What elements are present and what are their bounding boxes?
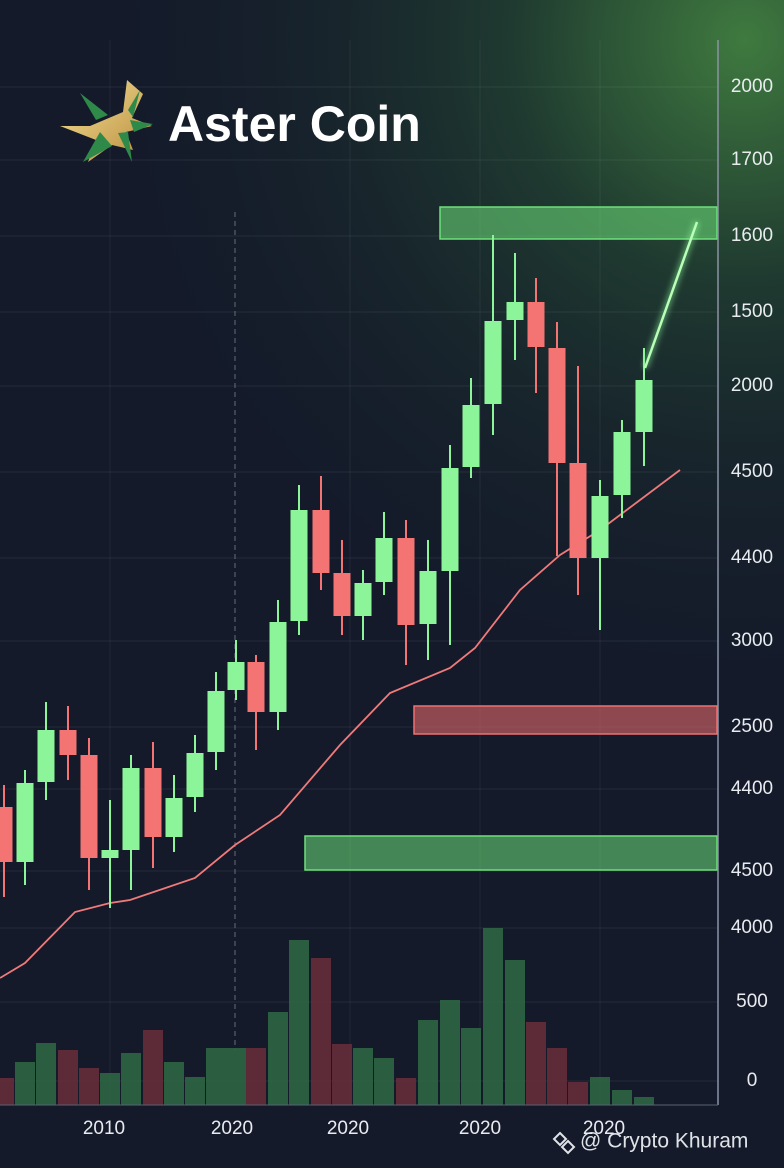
x-tick-label: 2020 (583, 1118, 625, 1139)
y-tick-label: 4500 (731, 860, 773, 881)
logo (60, 80, 153, 162)
volume-bar (143, 1030, 163, 1105)
x-tick-label: 2020 (327, 1118, 369, 1139)
volume-bar (505, 960, 525, 1105)
volume-bar (268, 1012, 288, 1105)
candle-body (59, 730, 77, 755)
plot (0, 206, 718, 1105)
candle-body (269, 622, 287, 712)
y-tick-label: 4500 (731, 461, 773, 482)
volume-bar (226, 1048, 246, 1105)
candle-body (122, 768, 140, 850)
candle-body (506, 302, 524, 320)
watermark-text: @ Crypto Khuram (580, 1130, 748, 1153)
watermark: @ Crypto Khuram (552, 1130, 748, 1155)
volume-bar (206, 1048, 226, 1105)
volume-bar (461, 1028, 481, 1105)
candle-body (101, 850, 119, 858)
trend-line (643, 221, 699, 369)
candle-body (0, 807, 13, 862)
candle-body (462, 405, 480, 467)
volume-bar (58, 1050, 78, 1105)
y-tick-label: 3000 (731, 630, 773, 651)
candle-body (247, 662, 265, 712)
volume-bar (612, 1090, 632, 1105)
x-tick-label: 2020 (459, 1118, 501, 1139)
candle-body (227, 662, 245, 690)
volume-bar (374, 1058, 394, 1105)
candle-body (186, 753, 204, 797)
moving-average (0, 469, 681, 979)
candle-body (613, 432, 631, 495)
volume-bar (440, 1000, 460, 1105)
volume-bar (526, 1022, 546, 1105)
volume-bar (185, 1077, 205, 1105)
candle-body (569, 463, 587, 558)
chart-title: Aster Coin (168, 96, 421, 152)
candle-body (354, 583, 372, 616)
y-tick-label: 4400 (731, 547, 773, 568)
candle-body (312, 510, 330, 573)
volume-bar (0, 1078, 14, 1105)
volume-bar (100, 1073, 120, 1105)
volume-bar (483, 928, 503, 1105)
volume-bar (418, 1020, 438, 1105)
volume-bar (289, 940, 309, 1105)
volume-bar (164, 1062, 184, 1105)
volume-bar (590, 1077, 610, 1105)
x-tick-label: 2010 (83, 1118, 125, 1139)
candle-body (484, 321, 502, 404)
zone (439, 206, 718, 240)
volume-bar (353, 1048, 373, 1105)
volume-bar (547, 1048, 567, 1105)
volume-bar (15, 1062, 35, 1105)
candle-body (419, 571, 437, 624)
background-glow (0, 0, 784, 800)
candle-body (397, 538, 415, 625)
candle-body (290, 510, 308, 621)
y-tick-label: 500 (736, 991, 768, 1012)
volume-bar (332, 1044, 352, 1105)
candle-body (165, 798, 183, 837)
candle-body (527, 302, 545, 347)
candle-body (591, 496, 609, 558)
candle-body (80, 755, 98, 858)
volume-bar (246, 1048, 266, 1105)
volume-bar (36, 1043, 56, 1105)
y-tick-label: 4000 (731, 917, 773, 938)
candle-body (375, 538, 393, 582)
volume-bar (121, 1053, 141, 1105)
candle-body (333, 573, 351, 616)
y-tick-label: 1500 (731, 301, 773, 322)
grid (0, 40, 718, 1105)
y-tick-label: 2500 (731, 716, 773, 737)
volume-bar (311, 958, 331, 1105)
y-tick-label: 0 (747, 1070, 758, 1091)
candle-body (207, 691, 225, 752)
candle-body (16, 783, 34, 862)
y-tick-label: 1600 (731, 225, 773, 246)
candle-body (37, 730, 55, 782)
y-tick-label: 2000 (731, 76, 773, 97)
candle-body (548, 348, 566, 463)
zone (413, 705, 718, 735)
volume-bar (568, 1082, 588, 1105)
x-tick-label: 2020 (211, 1118, 253, 1139)
y-tick-label: 4400 (731, 778, 773, 799)
candle-body (441, 468, 459, 571)
candle-body (635, 380, 653, 432)
y-tick-label: 2000 (731, 375, 773, 396)
zone (304, 835, 718, 871)
volume-bar (396, 1078, 416, 1105)
candle-body (144, 768, 162, 837)
volume-bar (79, 1068, 99, 1105)
volume-bar (634, 1097, 654, 1105)
y-tick-label: 1700 (731, 149, 773, 170)
